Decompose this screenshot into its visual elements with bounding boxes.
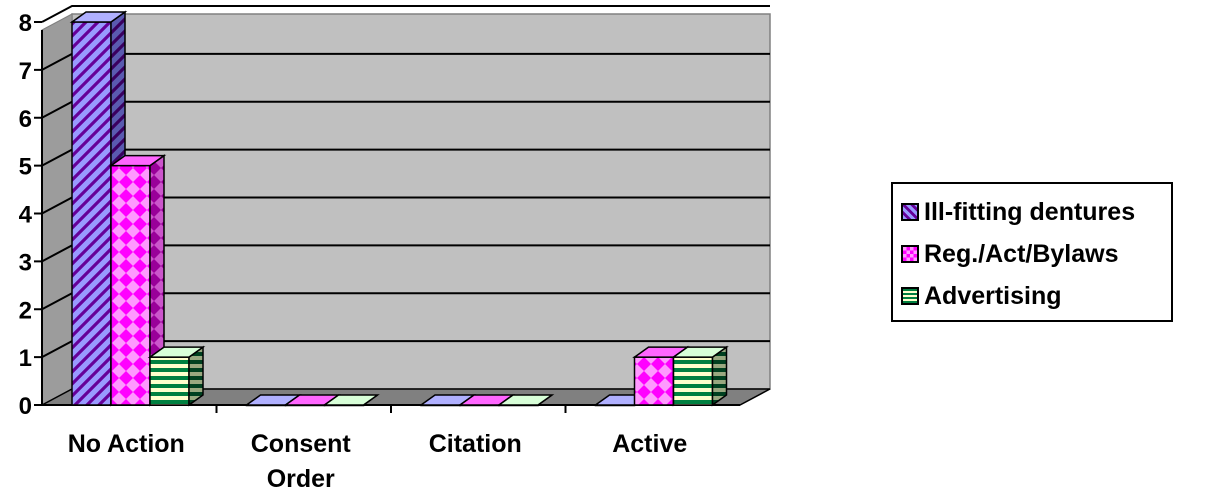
y-tick-label: 3 (19, 249, 32, 276)
gridline (41, 5, 770, 23)
legend-label: Reg./Act/Bylaws (924, 239, 1119, 268)
y-tick-label: 4 (19, 202, 33, 229)
x-category-label: Order (267, 465, 335, 493)
y-tick-label: 6 (19, 106, 32, 133)
y-tick-label: 8 (19, 10, 32, 37)
legend-item-advertising: Advertising (901, 280, 1062, 312)
x-category-label: No Action (68, 430, 185, 458)
y-tick-label: 1 (19, 345, 32, 372)
legend-swatch-reg-act-bylaws (901, 245, 919, 263)
legend-label: Advertising (924, 281, 1062, 310)
y-tick-label: 2 (19, 297, 32, 324)
plot-side-wall (41, 13, 73, 406)
legend-swatch-advertising (901, 287, 919, 305)
legend-item-reg-act-bylaws: Reg./Act/Bylaws (901, 238, 1119, 270)
x-category-label: Active (612, 430, 687, 458)
bar (71, 21, 112, 406)
bar (672, 356, 714, 406)
bar-top (671, 346, 729, 358)
y-tick-label: 7 (19, 58, 32, 85)
x-category-label: Citation (429, 430, 522, 458)
bar-top (322, 394, 380, 406)
bar (633, 356, 675, 406)
bar-top (496, 394, 555, 406)
legend-swatch-ill-fitting-dentures (901, 203, 919, 221)
plot-back-wall (71, 13, 771, 390)
y-tick-label: 0 (19, 393, 32, 420)
y-tick-label: 5 (19, 154, 32, 181)
bar-top (69, 11, 128, 23)
bar (110, 164, 151, 406)
bar (149, 356, 190, 406)
x-category-label: Consent (251, 430, 352, 458)
legend-label: Ill-fitting dentures (924, 197, 1136, 226)
bar-top (147, 346, 206, 358)
legend-item-ill-fitting-dentures: Ill-fitting dentures (901, 196, 1135, 228)
legend: Ill-fitting dentures Reg./Act/Bylaws Adv… (891, 182, 1173, 322)
bar-top (108, 154, 167, 167)
